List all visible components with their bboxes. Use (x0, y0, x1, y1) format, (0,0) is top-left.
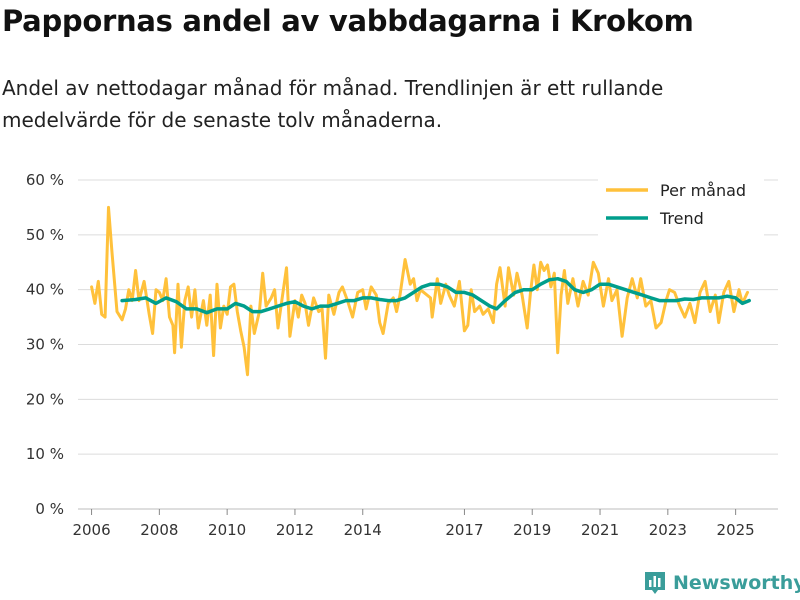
y-tick-label: 30 % (26, 336, 64, 354)
x-tick-label: 2019 (513, 521, 551, 539)
legend: Per månad Trend (598, 176, 764, 236)
y-tick-label: 40 % (26, 281, 64, 299)
brand-name: Newsworthy (673, 572, 800, 594)
x-tick-label: 2025 (717, 521, 755, 539)
x-tick-label: 2012 (276, 521, 314, 539)
x-tick-label: 2017 (445, 521, 483, 539)
bar-chart-logo-icon (645, 572, 665, 594)
axes: 0 % 10 % 20 % 30 % 40 % 50 % 60 % 2006 2008 2010 2… (26, 171, 755, 539)
y-tick-label: 10 % (26, 445, 64, 463)
x-tick-label: 2021 (581, 521, 619, 539)
series-lines (90, 205, 751, 377)
x-tick-label: 2010 (208, 521, 246, 539)
brand-logo: Newsworthy (643, 570, 800, 596)
chart-subtitle: Andel av nettodagar månad för månad. Tre… (2, 76, 664, 132)
x-tick-label: 2008 (140, 521, 178, 539)
x-tick-label: 2023 (649, 521, 687, 539)
y-tick-label: 0 % (35, 500, 64, 518)
chart-title: Pappornas andel av vabbdagarna i Krokom (2, 4, 694, 38)
legend-label-monthly: Per månad (660, 181, 746, 200)
series-line-trend (120, 276, 751, 315)
legend-box (598, 176, 764, 236)
series-line-per-manad (90, 205, 749, 377)
legend-label-trend: Trend (659, 209, 704, 228)
x-tick-label: 2014 (344, 521, 382, 539)
y-tick-label: 50 % (26, 226, 64, 244)
y-tick-label: 60 % (26, 171, 64, 189)
x-tick-label: 2006 (72, 521, 110, 539)
y-tick-label: 20 % (26, 390, 64, 408)
